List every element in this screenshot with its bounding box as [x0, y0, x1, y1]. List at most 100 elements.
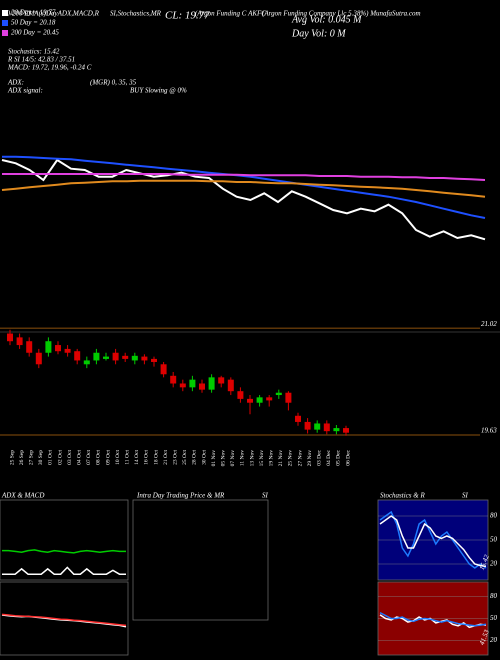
panel	[0, 581, 129, 656]
candle-body	[103, 356, 109, 359]
candle-body	[83, 360, 90, 365]
x-tick-label: 26 Sep	[19, 450, 25, 465]
y-tick-label: 21.02	[481, 320, 497, 328]
candle-body	[237, 391, 244, 399]
series-line	[2, 173, 486, 181]
x-tick-label: 08 Oct	[96, 450, 102, 465]
legend-entry: 200 Day = 20.45	[11, 29, 59, 37]
x-tick-label: 01 Oct	[48, 450, 54, 465]
x-tick-label: 03 Oct	[67, 450, 73, 465]
ticker: (Argon Funding C AKFC	[195, 10, 266, 18]
company: (Argon Funding Company Llc 5.38%) Munafa…	[262, 10, 421, 18]
x-tick-label: 07 Oct	[86, 450, 92, 465]
series-line	[379, 510, 487, 569]
header-left: 50/200 EMA(s)DayADX,MACD,R	[3, 10, 100, 18]
x-tick-label: 05 Nov	[220, 450, 226, 467]
candle-body	[141, 356, 148, 361]
candle-body	[323, 423, 330, 432]
panel	[132, 499, 269, 621]
x-tick-label: 04 Oct	[76, 450, 82, 465]
candle-body	[74, 351, 81, 361]
candle-body	[256, 397, 263, 403]
info: R SI 14/5: 42.83 / 37.51	[7, 56, 75, 64]
x-tick-label: 14 Oct	[134, 450, 140, 465]
candle-body	[275, 392, 282, 396]
candle-body	[112, 352, 119, 361]
series-line	[2, 155, 486, 219]
y-tick-label: 19.63	[481, 427, 497, 435]
x-tick-label: 30 Oct	[201, 450, 207, 465]
panel-title: Stochastics & R	[380, 492, 425, 500]
candle-body	[122, 355, 129, 359]
candle-body	[295, 415, 301, 422]
y-tick-label: 20	[490, 560, 498, 568]
series-line	[2, 549, 126, 554]
candle-body	[170, 375, 177, 384]
candle-body	[7, 333, 13, 342]
x-tick-label: 21 Oct	[163, 450, 169, 465]
panel-subtitle: SI	[262, 492, 269, 500]
candle-body	[227, 379, 234, 392]
panel-title: ADX & MACD	[1, 492, 44, 500]
info: (MGR) 0, 35, 35	[90, 79, 137, 87]
avg-vol: Avg Vol: 0.045 M	[291, 14, 362, 25]
panel-subtitle: SI	[462, 492, 469, 500]
panel	[0, 499, 129, 581]
legend-entry: 50 Day = 20.18	[11, 19, 56, 27]
x-tick-label: 11 Nov	[240, 450, 246, 466]
x-tick-label: 05 Dec	[336, 449, 342, 465]
y-tick-label: 50	[490, 536, 498, 544]
x-tick-label: 02 Oct	[57, 450, 63, 465]
candle-body	[35, 352, 42, 365]
info: BUY Slowing @ 0%	[130, 87, 187, 95]
info: Stochastics: 15.42	[8, 48, 60, 56]
candle-body	[55, 345, 61, 352]
x-tick-label: 23 Oct	[172, 450, 178, 465]
x-tick-label: 18 Oct	[153, 450, 159, 465]
x-tick-label: 04 Dec	[326, 449, 332, 465]
x-tick-label: 25 Oct	[182, 450, 188, 465]
candle-body	[285, 392, 292, 403]
series-line	[379, 612, 487, 627]
x-tick-label: 29 Nov	[307, 450, 313, 467]
x-tick-label: 03 Dec	[316, 449, 322, 465]
candle-body	[314, 423, 321, 430]
y-tick-label: 50	[490, 614, 498, 622]
legend-swatch	[2, 10, 8, 16]
candle-body	[189, 379, 196, 388]
info: ADX:	[7, 79, 24, 87]
x-tick-label: 11 Oct	[124, 450, 130, 465]
candle-body	[343, 428, 349, 433]
panel-title: Intra Day Trading Price & MR	[136, 492, 225, 500]
x-tick-label: 28 Oct	[192, 450, 198, 465]
x-tick-label: 16 Oct	[144, 450, 150, 465]
candle-body	[208, 377, 215, 390]
legend-entry: 20 Day = 19.77	[11, 9, 56, 17]
x-tick-label: 06 Dec	[345, 449, 351, 465]
x-tick-label: 09 Oct	[105, 450, 111, 465]
x-tick-label: 27 Sep	[28, 450, 34, 465]
x-tick-label: 25 Sep	[9, 450, 15, 465]
candle-body	[266, 397, 273, 401]
header-mid: SI,Stochastics,MR	[110, 10, 162, 18]
x-tick-label: 30 Sep	[38, 450, 44, 465]
x-tick-label: 10 Oct	[115, 450, 121, 465]
x-tick-label: 01 Nov	[211, 450, 217, 467]
candle-body	[16, 337, 23, 346]
candle-body	[179, 383, 186, 388]
series-line	[379, 515, 487, 568]
candle-body	[45, 341, 52, 353]
series-line	[1, 179, 486, 198]
candle-body	[304, 421, 311, 430]
y-tick-label: 20	[490, 636, 498, 644]
candle-body	[131, 355, 138, 361]
candle-body	[93, 352, 100, 361]
x-tick-label: 07 Nov	[230, 450, 236, 467]
info: ADX signal:	[7, 87, 43, 95]
candle-body	[247, 398, 253, 403]
x-tick-label: 13 Nov	[249, 450, 255, 467]
candle-body	[160, 364, 167, 375]
series-line	[1, 158, 486, 241]
day-vol: Day Vol: 0 M	[291, 28, 346, 39]
